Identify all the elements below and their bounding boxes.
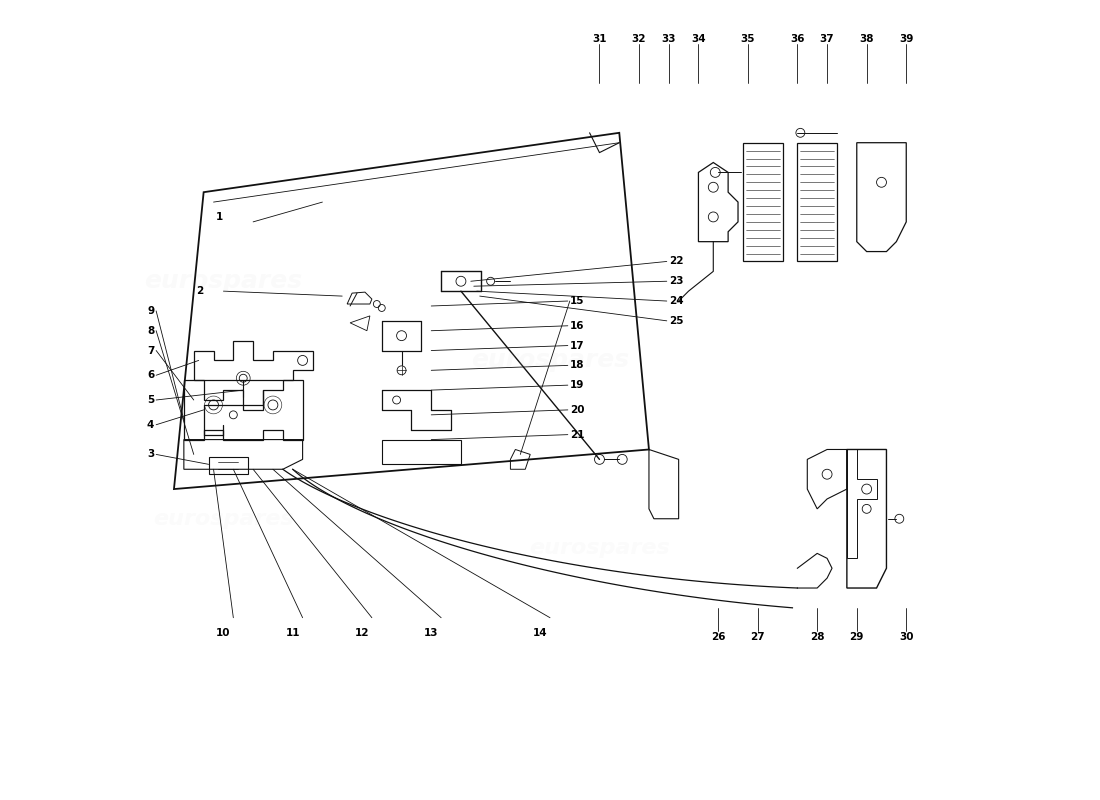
Text: 26: 26 [711, 633, 726, 642]
Text: 34: 34 [691, 34, 706, 44]
Text: 20: 20 [570, 405, 584, 415]
Text: 30: 30 [899, 633, 913, 642]
Bar [798, 142, 837, 262]
Text: 29: 29 [849, 633, 864, 642]
Text: 4: 4 [146, 420, 154, 430]
Text: 38: 38 [859, 34, 873, 44]
Bar [742, 142, 782, 262]
Text: 18: 18 [570, 360, 584, 370]
Text: 31: 31 [592, 34, 607, 44]
Text: 1: 1 [217, 212, 223, 222]
Text: 8: 8 [147, 326, 154, 336]
Text: 36: 36 [790, 34, 804, 44]
Text: eurospares: eurospares [471, 349, 629, 373]
Text: 28: 28 [810, 633, 824, 642]
Text: 11: 11 [286, 627, 300, 638]
Text: 6: 6 [147, 370, 154, 380]
Text: 35: 35 [740, 34, 756, 44]
Text: 22: 22 [669, 257, 683, 266]
Text: 25: 25 [669, 316, 683, 326]
Text: 10: 10 [217, 627, 231, 638]
Text: 7: 7 [146, 346, 154, 355]
Text: 23: 23 [669, 276, 683, 286]
Text: 32: 32 [631, 34, 647, 44]
Text: 37: 37 [820, 34, 835, 44]
Text: 16: 16 [570, 321, 584, 330]
Text: eurospares: eurospares [529, 538, 670, 558]
Text: eurospares: eurospares [144, 270, 302, 294]
Text: 14: 14 [532, 627, 548, 638]
Text: 27: 27 [750, 633, 766, 642]
Text: 12: 12 [354, 627, 370, 638]
Text: 3: 3 [147, 450, 154, 459]
Text: 15: 15 [570, 296, 584, 306]
Text: 21: 21 [570, 430, 584, 440]
Text: 17: 17 [570, 341, 584, 350]
Text: 9: 9 [147, 306, 154, 316]
Text: 5: 5 [147, 395, 154, 405]
Text: 24: 24 [669, 296, 683, 306]
Text: 2: 2 [197, 286, 204, 296]
Text: 39: 39 [899, 34, 913, 44]
Text: eurospares: eurospares [153, 509, 294, 529]
Text: 19: 19 [570, 380, 584, 390]
Text: 13: 13 [424, 627, 439, 638]
Text: 33: 33 [661, 34, 676, 44]
